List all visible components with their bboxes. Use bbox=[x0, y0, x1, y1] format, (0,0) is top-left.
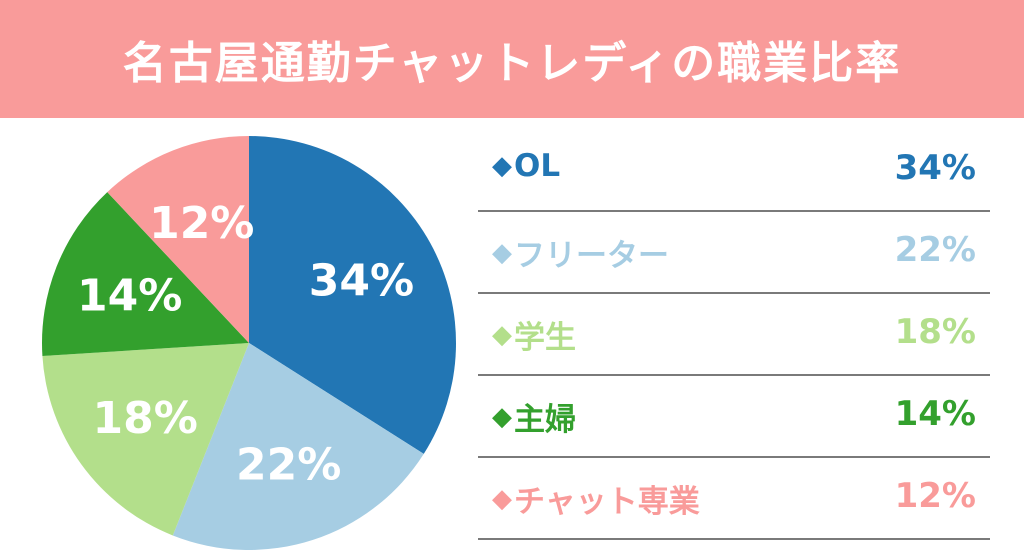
diamond-icon: ◆ bbox=[492, 237, 512, 268]
legend-percent: 14% bbox=[894, 394, 976, 434]
legend-percent: 34% bbox=[894, 148, 976, 188]
legend-name: ◆ OL bbox=[492, 148, 560, 184]
legend-name: ◆ フリーター bbox=[492, 230, 669, 275]
diamond-icon: ◆ bbox=[492, 319, 512, 350]
legend-row-ol: ◆ OL 34% bbox=[478, 130, 990, 212]
pie-slice-chat bbox=[107, 136, 249, 343]
chart-title: 名古屋通勤チャットレディの職業比率 bbox=[122, 38, 902, 89]
legend-label: 学生 bbox=[514, 320, 576, 356]
legend-name: ◆ チャット専業 bbox=[492, 476, 700, 521]
legend-label: OL bbox=[514, 148, 561, 184]
pie-slice-freeter bbox=[172, 343, 424, 550]
header-banner: 名古屋通勤チャットレディの職業比率 bbox=[0, 0, 1024, 118]
legend-percent: 18% bbox=[894, 312, 976, 352]
legend-percent: 12% bbox=[894, 476, 976, 516]
legend-row-chat: ◆ チャット専業 12% bbox=[478, 458, 990, 540]
pie-label-freeter: 22% bbox=[236, 440, 341, 491]
pie-label-chat: 12% bbox=[149, 198, 254, 249]
diamond-icon: ◆ bbox=[492, 151, 512, 181]
diamond-icon: ◆ bbox=[492, 401, 512, 432]
pie-label-housewife: 14% bbox=[77, 270, 182, 321]
pie-chart: 34% 22% 18% 14% 12% bbox=[42, 136, 456, 550]
legend-label: チャット専業 bbox=[514, 484, 700, 520]
pie-label-student: 18% bbox=[93, 393, 198, 444]
legend-row-housewife: ◆ 主婦 14% bbox=[478, 376, 990, 458]
legend-label: フリーター bbox=[514, 238, 669, 274]
legend-percent: 22% bbox=[894, 230, 976, 270]
pie-slice-student bbox=[42, 343, 250, 536]
legend-name: ◆ 主婦 bbox=[492, 394, 576, 439]
pie-slice-ol bbox=[249, 136, 456, 454]
diamond-icon: ◆ bbox=[492, 483, 512, 514]
legend: ◆ OL 34% ◆ フリーター 22% ◆ 学生 18% ◆ 主婦 14% ◆… bbox=[478, 130, 990, 540]
legend-row-freeter: ◆ フリーター 22% bbox=[478, 212, 990, 294]
pie-slice-housewife bbox=[42, 192, 250, 356]
legend-label: 主婦 bbox=[514, 402, 576, 438]
pie-label-ol: 34% bbox=[309, 256, 414, 307]
legend-row-student: ◆ 学生 18% bbox=[478, 294, 990, 376]
legend-name: ◆ 学生 bbox=[492, 312, 576, 357]
